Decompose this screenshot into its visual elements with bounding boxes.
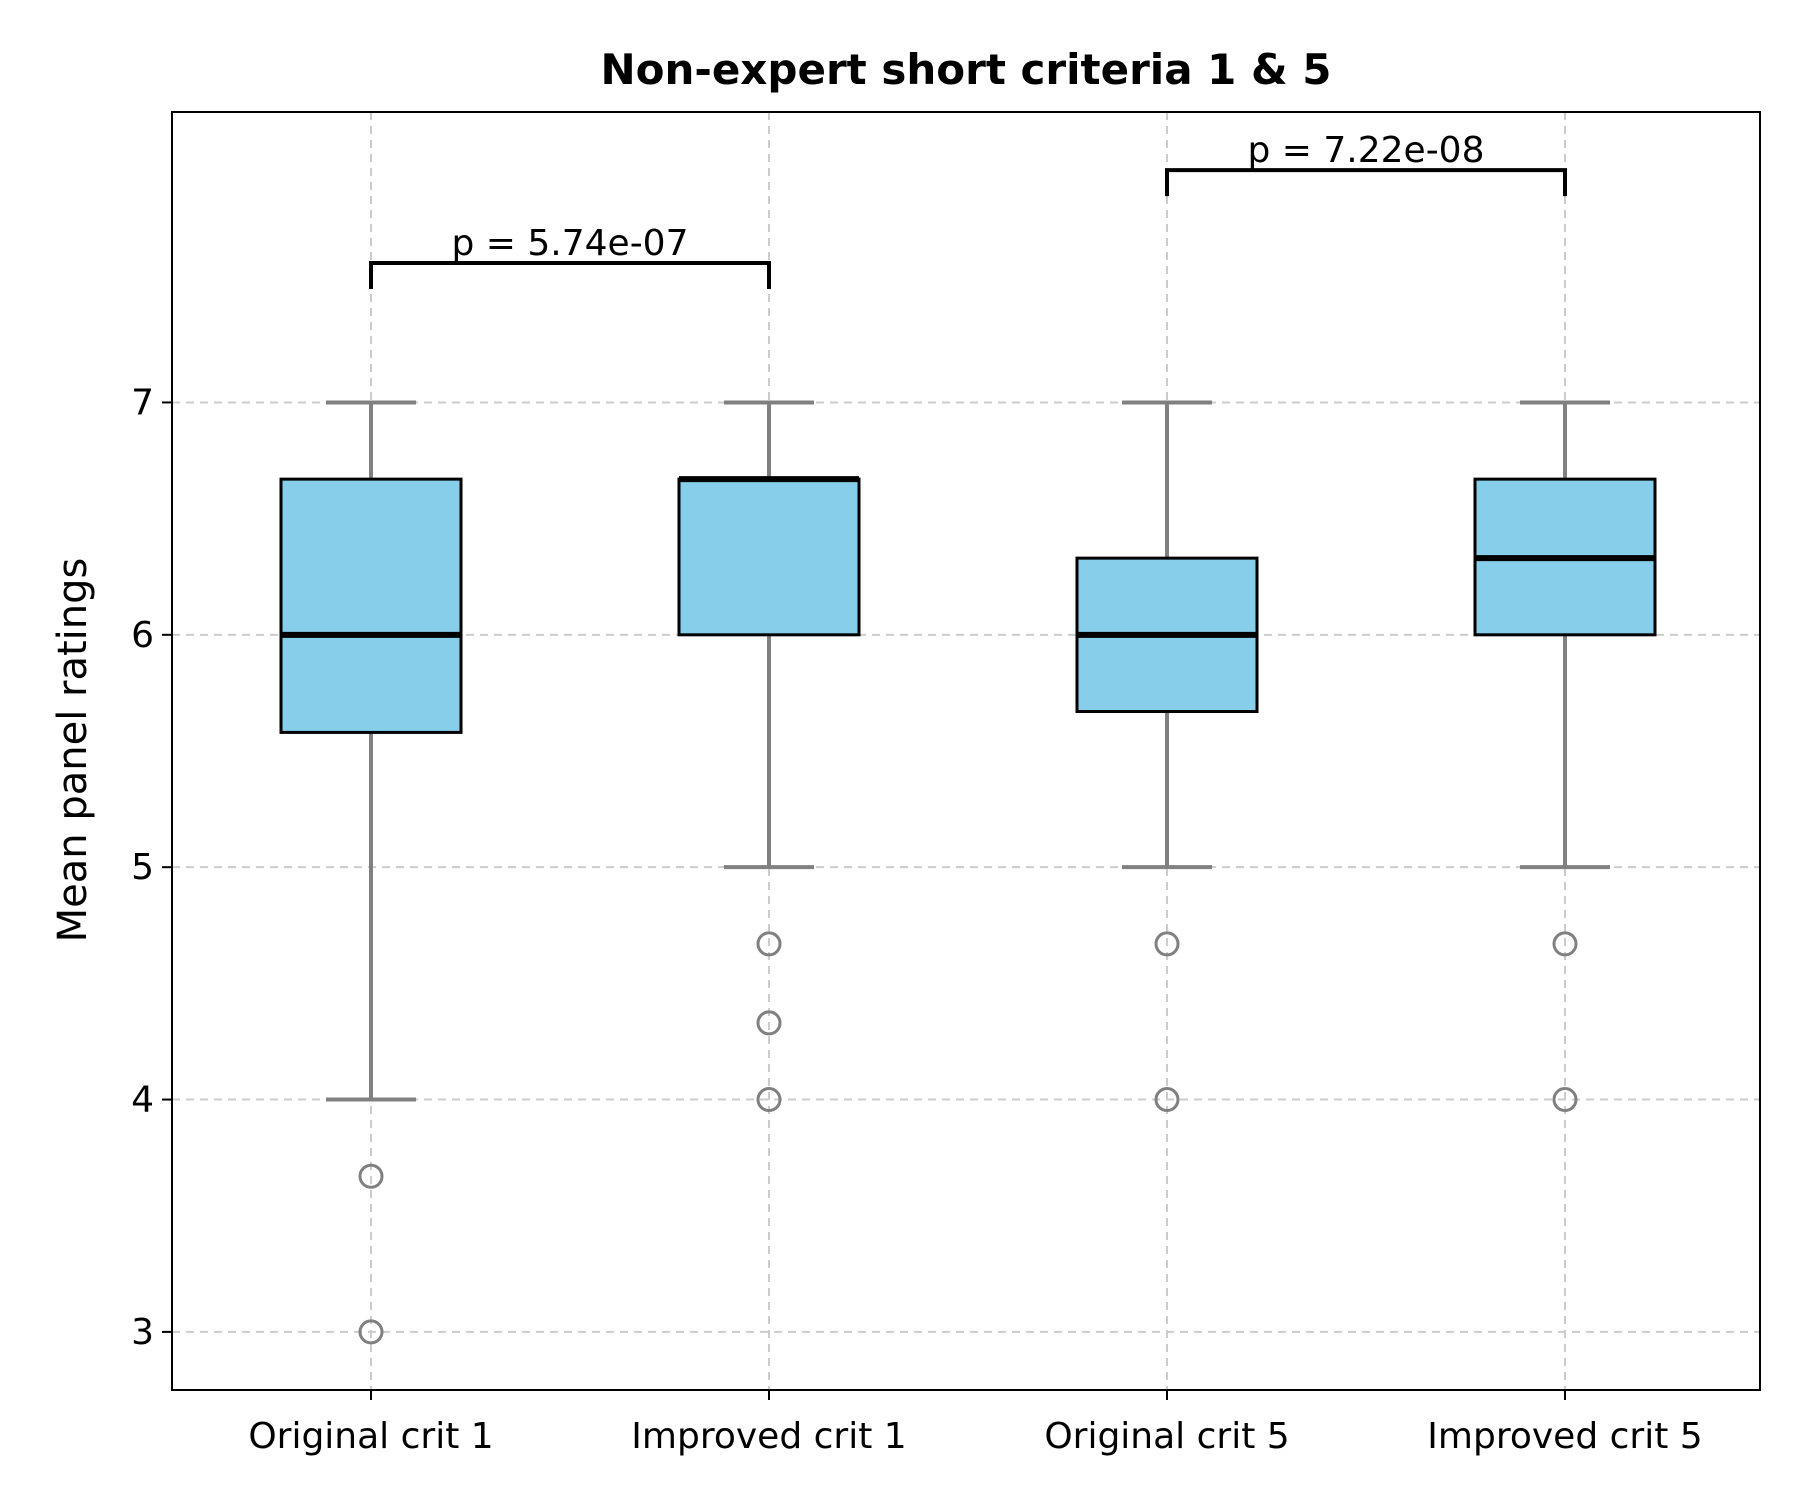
y-tick-label: 6 xyxy=(131,615,154,656)
plot-frame xyxy=(171,111,1761,1391)
significance-bracket xyxy=(1165,168,1567,197)
chart-title: Non-expert short criteria 1 & 5 xyxy=(600,45,1331,94)
box-group xyxy=(1075,400,1259,1113)
outlier-point xyxy=(756,1010,782,1036)
outlier-point xyxy=(1154,1087,1180,1113)
tick-layer: 3 4 5 6 7 Original crit 1 Improved crit 1 Origi… xyxy=(131,382,1703,1457)
outlier-point xyxy=(358,1163,384,1189)
x-tick-label: Original crit 1 xyxy=(248,1416,493,1457)
y-tick-label: 5 xyxy=(131,847,154,888)
p-value-label: p = 7.22e-08 xyxy=(1247,130,1484,171)
outlier-point xyxy=(756,931,782,957)
box-layer xyxy=(279,400,1657,1345)
x-tick-label: Original crit 5 xyxy=(1044,1416,1289,1457)
p-value-label: p = 5.74e-07 xyxy=(451,223,688,264)
box-group xyxy=(279,400,463,1345)
significance-bracket xyxy=(369,261,771,290)
y-tick-label: 4 xyxy=(131,1080,154,1121)
x-tick-label: Improved crit 5 xyxy=(1427,1416,1702,1457)
iqr-box xyxy=(677,477,861,637)
outlier-point xyxy=(1552,931,1578,957)
outlier-point xyxy=(1154,931,1180,957)
annotation-layer: p = 5.74e-07 p = 7.22e-08 xyxy=(369,130,1567,290)
outlier-point xyxy=(756,1087,782,1113)
iqr-box xyxy=(279,477,463,734)
outlier-point xyxy=(1552,1087,1578,1113)
outlier-point xyxy=(358,1319,384,1345)
y-tick-label: 7 xyxy=(131,382,154,423)
x-tick-label: Improved crit 1 xyxy=(631,1416,906,1457)
box-group xyxy=(1473,400,1657,1113)
y-axis-label: Mean panel ratings xyxy=(50,558,96,943)
y-tick-label: 3 xyxy=(131,1312,154,1353)
box-group xyxy=(677,400,861,1113)
